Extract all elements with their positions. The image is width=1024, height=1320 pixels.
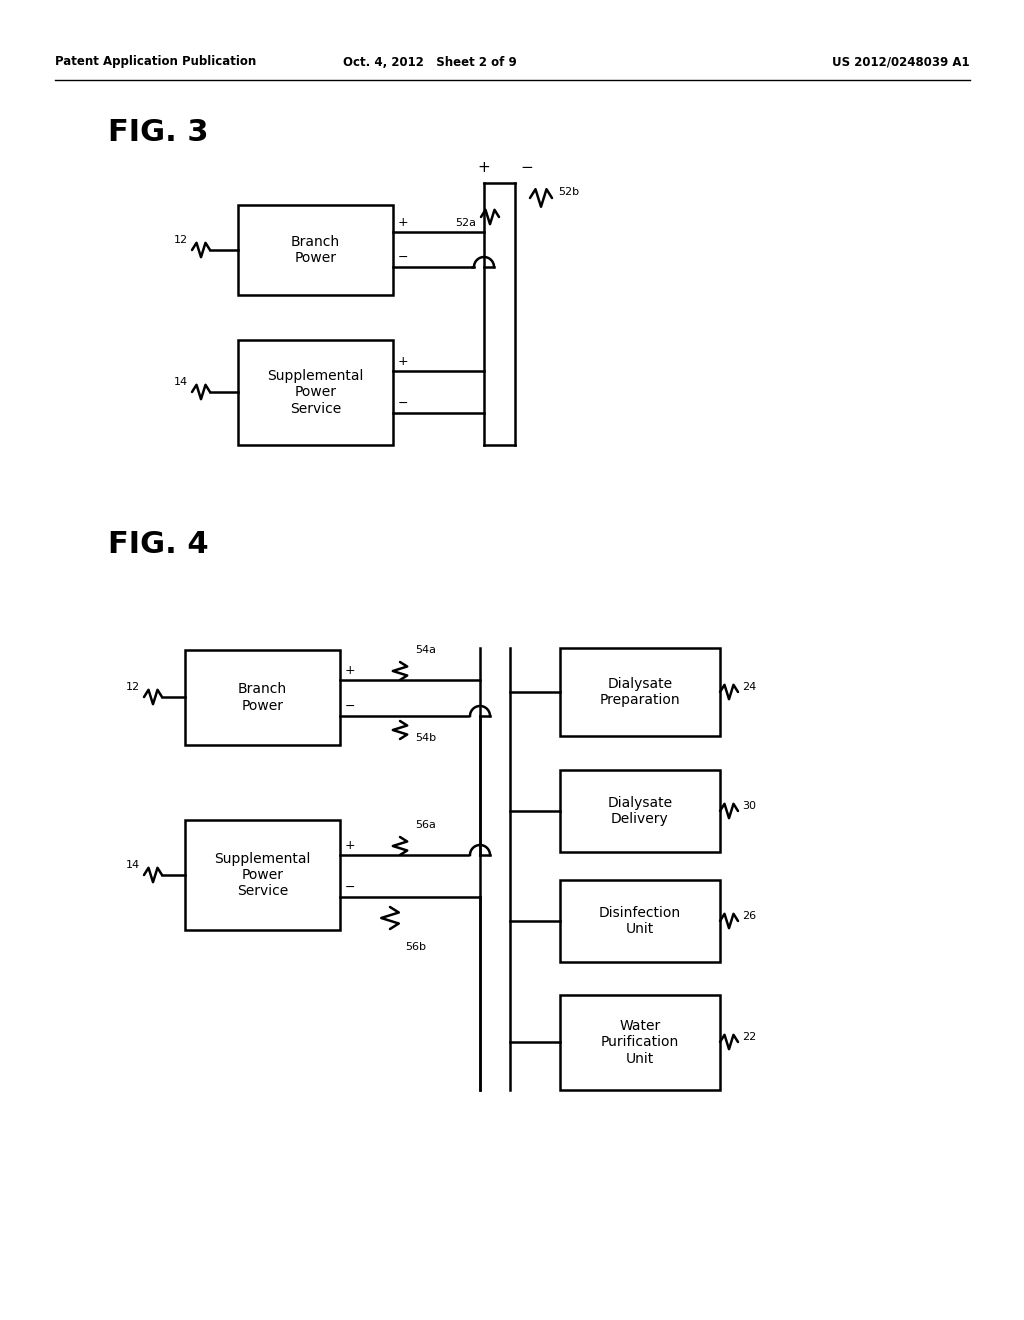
Bar [560, 880, 720, 962]
Bar [560, 770, 720, 851]
Text: 12: 12 [126, 682, 140, 692]
Text: US 2012/0248039 A1: US 2012/0248039 A1 [833, 55, 970, 69]
Bar [560, 648, 720, 737]
Bar [185, 820, 340, 931]
Text: +: + [398, 216, 409, 228]
Text: −: − [398, 251, 409, 264]
Text: −: − [345, 700, 355, 713]
Text: 14: 14 [174, 378, 188, 387]
Text: +: + [477, 160, 490, 176]
Text: −: − [520, 160, 532, 176]
Text: Oct. 4, 2012   Sheet 2 of 9: Oct. 4, 2012 Sheet 2 of 9 [343, 55, 517, 69]
Text: +: + [398, 355, 409, 368]
Text: Patent Application Publication: Patent Application Publication [55, 55, 256, 69]
Text: Supplemental
Power
Service: Supplemental Power Service [267, 370, 364, 416]
Bar [185, 649, 340, 744]
Text: 24: 24 [742, 682, 757, 692]
Text: FIG. 4: FIG. 4 [108, 531, 209, 558]
Text: +: + [345, 664, 355, 677]
Text: −: − [398, 397, 409, 411]
Text: Dialysate
Preparation: Dialysate Preparation [600, 677, 680, 708]
Text: 54a: 54a [415, 645, 436, 655]
Text: +: + [345, 840, 355, 851]
Text: Dialysate
Delivery: Dialysate Delivery [607, 796, 673, 826]
Bar [238, 341, 393, 445]
Text: 26: 26 [742, 911, 756, 921]
Text: 54b: 54b [415, 733, 436, 743]
Text: 30: 30 [742, 801, 756, 810]
Text: 12: 12 [174, 235, 188, 246]
Text: 56b: 56b [406, 942, 426, 952]
Text: FIG. 3: FIG. 3 [108, 117, 209, 147]
Text: Branch
Power: Branch Power [238, 682, 287, 713]
Text: 52b: 52b [558, 187, 580, 197]
Text: 56a: 56a [415, 820, 436, 830]
Text: 22: 22 [742, 1032, 757, 1041]
Text: Disinfection
Unit: Disinfection Unit [599, 906, 681, 936]
Text: Branch
Power: Branch Power [291, 235, 340, 265]
Text: −: − [345, 880, 355, 894]
Text: 14: 14 [126, 861, 140, 870]
Bar [238, 205, 393, 294]
Text: 52a: 52a [455, 218, 476, 228]
Bar [560, 995, 720, 1090]
Text: Supplemental
Power
Service: Supplemental Power Service [214, 851, 310, 898]
Text: Water
Purification
Unit: Water Purification Unit [601, 1019, 679, 1065]
